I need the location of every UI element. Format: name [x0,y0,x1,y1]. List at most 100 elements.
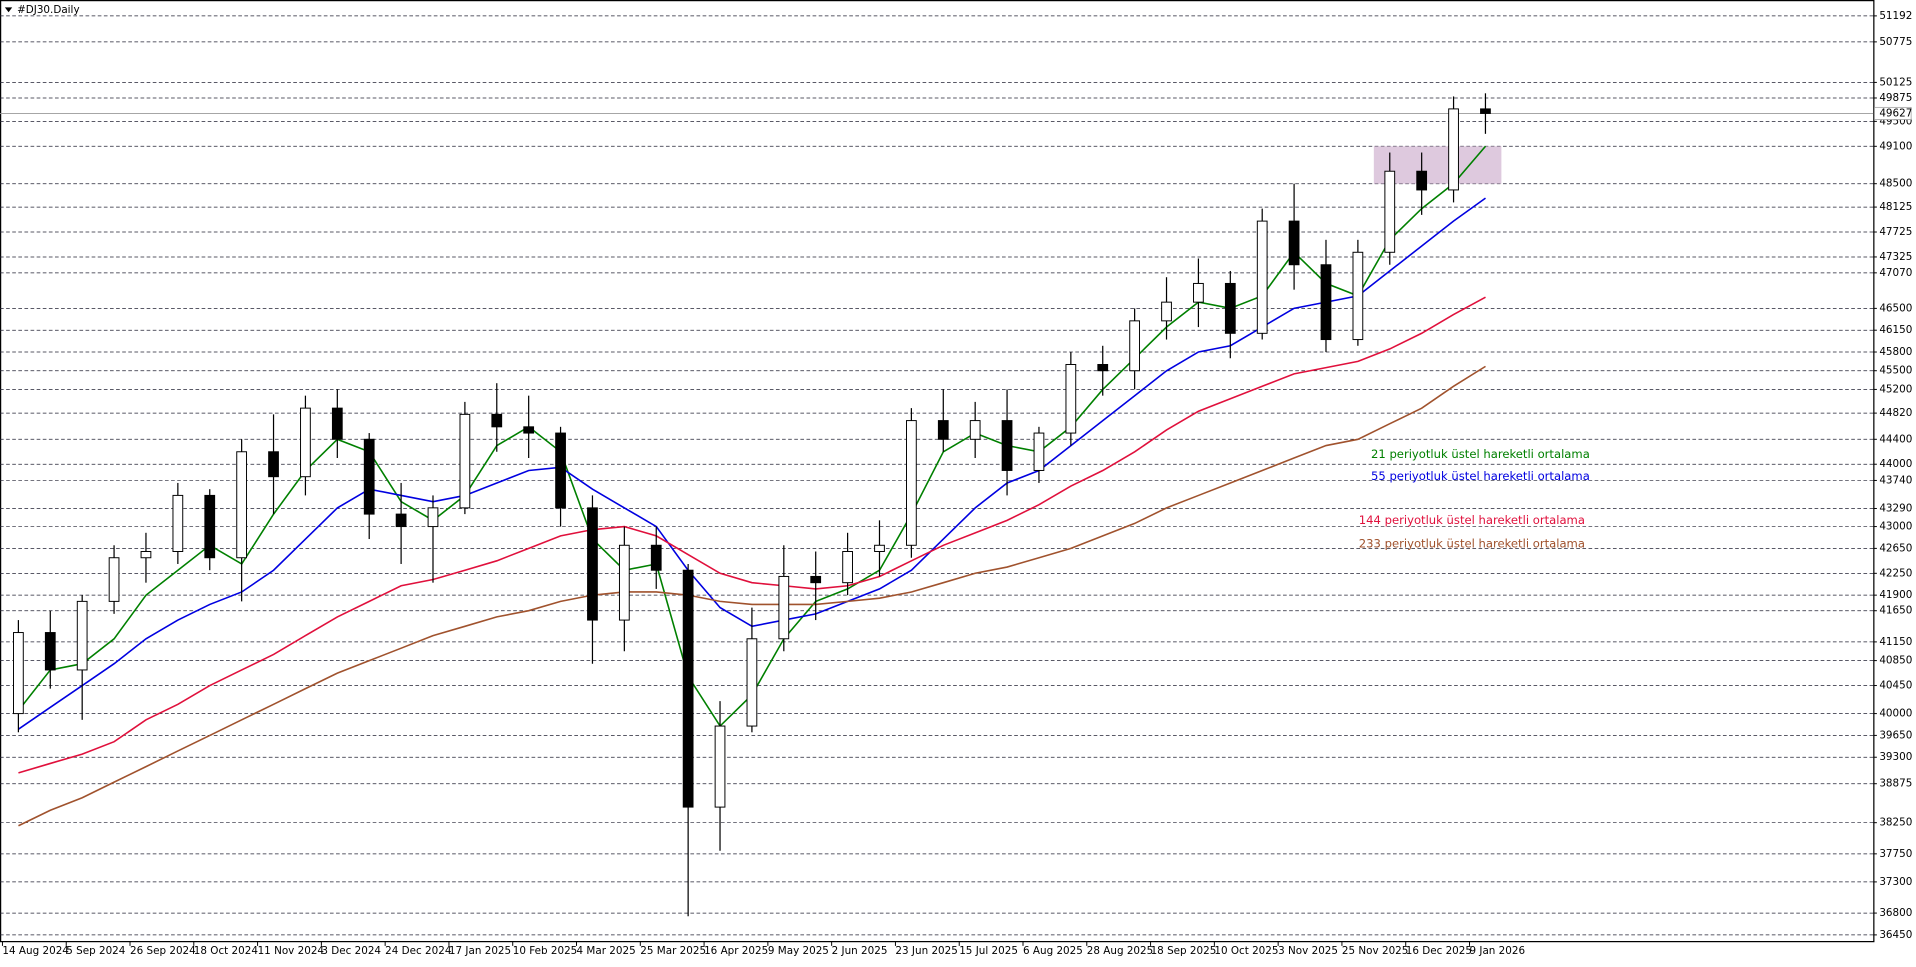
ma-annotation: 233 periyotluk üstel hareketli ortalama [1359,536,1585,550]
x-tick-label: 10 Oct 2025 [1214,945,1278,957]
y-tick-label: 44000 [1879,458,1912,470]
candle-body [300,407,311,478]
y-tick-label: 41900 [1879,589,1912,601]
candle-body [236,451,248,559]
candle-body [906,420,917,546]
candle-body [810,575,822,584]
x-tick-label: 18 Sep 2025 [1151,945,1217,957]
y-tick-label: 43740 [1879,474,1912,486]
y-tick-label: 51192 [1879,10,1912,22]
candle-body [1256,220,1268,334]
y-tick-label: 49875 [1879,92,1912,104]
candle-body [140,551,152,559]
y-tick-label: 50125 [1879,76,1912,88]
y-tick-label: 36450 [1879,929,1912,941]
y-tick-label: 40850 [1879,655,1912,667]
last-price-label: 49627 [1879,107,1912,119]
candle-body [395,513,407,528]
x-tick-label: 17 Jan 2025 [449,945,511,957]
x-tick-label: 16 Apr 2025 [704,945,768,957]
candle-body [1097,363,1109,372]
y-tick-label: 45200 [1879,383,1912,395]
y-tick-label: 39300 [1879,751,1912,763]
x-tick-label: 6 Aug 2025 [1023,945,1083,957]
y-tick-label: 41650 [1879,605,1912,617]
candle-body [1033,432,1045,471]
x-tick-label: 28 Aug 2025 [1087,945,1153,957]
candle-body [13,632,24,715]
candle-body [1193,282,1204,303]
candle-body [491,413,503,428]
candle-body [874,544,885,552]
candle-body [1129,320,1141,372]
ma-line [18,365,1486,827]
candle-body [331,407,343,440]
candle-body [1320,264,1332,341]
candle-body [1001,420,1013,471]
candle-body [204,494,216,559]
candle-body [1416,170,1428,191]
candle-body [618,544,630,621]
candle-body [937,420,949,440]
y-tick-label: 48500 [1879,178,1912,190]
y-tick-label: 50775 [1879,36,1912,48]
x-tick-label: 24 Dec 2024 [385,945,452,957]
x-tick-label: 25 Mar 2025 [640,945,706,957]
x-tick-label: 4 Mar 2025 [577,945,636,957]
x-tick-label: 3 Dec 2024 [321,945,381,957]
y-tick-label: 38875 [1879,778,1912,790]
plot-frame [0,0,1875,943]
ma-annotation: 55 periyotluk üstel hareketli ortalama [1371,469,1590,483]
x-tick-label: 16 Dec 2025 [1406,945,1472,957]
ma-annotation: 21 periyotluk üstel hareketli ortalama [1371,447,1590,461]
candle-body [1224,282,1236,334]
candle-body [746,638,758,727]
candle-body [650,544,662,571]
candle-body [1384,170,1396,253]
y-tick-label: 45500 [1879,365,1912,377]
candle-body [172,494,184,552]
candle-body [1288,220,1300,266]
candle-body [459,413,471,509]
y-tick-label: 42650 [1879,542,1912,554]
candle-body [1480,108,1491,114]
x-tick-label: 14 Aug 2024 [2,945,69,957]
x-tick-label: 2 Jun 2025 [832,945,888,957]
candle-body [108,557,120,602]
y-tick-label: 44400 [1879,433,1912,445]
y-tick-label: 37300 [1879,876,1912,888]
candle-body [714,725,726,808]
candle-body [778,575,790,640]
y-tick-label: 36800 [1879,907,1912,919]
candle-body [427,507,439,528]
x-tick-label: 25 Nov 2025 [1342,945,1408,957]
x-tick-label: 9 May 2025 [768,945,829,957]
y-tick-label: 41150 [1879,636,1912,648]
y-tick-label: 47725 [1879,226,1912,238]
x-tick-label: 10 Feb 2025 [513,945,578,957]
candle-body [76,600,88,671]
y-tick-label: 49100 [1879,140,1912,152]
candle-body [682,569,694,808]
candle-body [523,426,535,434]
x-tick-label: 15 Jul 2025 [959,945,1018,957]
ma-annotation: 144 periyotluk üstel hareketli ortalama [1359,513,1585,527]
y-tick-label: 46500 [1879,302,1912,314]
y-tick-label: 37750 [1879,848,1912,860]
candle-body [44,632,56,671]
chart-title: #DJ30.Daily [17,4,79,16]
x-tick-label: 5 Sep 2024 [66,945,126,957]
y-tick-label: 47325 [1879,251,1912,263]
candle-body [363,438,375,515]
menu-arrow[interactable] [4,7,13,13]
candle-body [587,507,598,621]
y-tick-label: 48125 [1879,201,1912,213]
candle-body [842,551,853,584]
x-tick-label: 3 Nov 2025 [1278,945,1338,957]
y-tick-label: 43290 [1879,502,1912,514]
y-tick-label: 44820 [1879,407,1912,419]
y-tick-label: 45800 [1879,346,1912,358]
candle-body [1352,251,1364,341]
y-tick-label: 46150 [1879,324,1912,336]
